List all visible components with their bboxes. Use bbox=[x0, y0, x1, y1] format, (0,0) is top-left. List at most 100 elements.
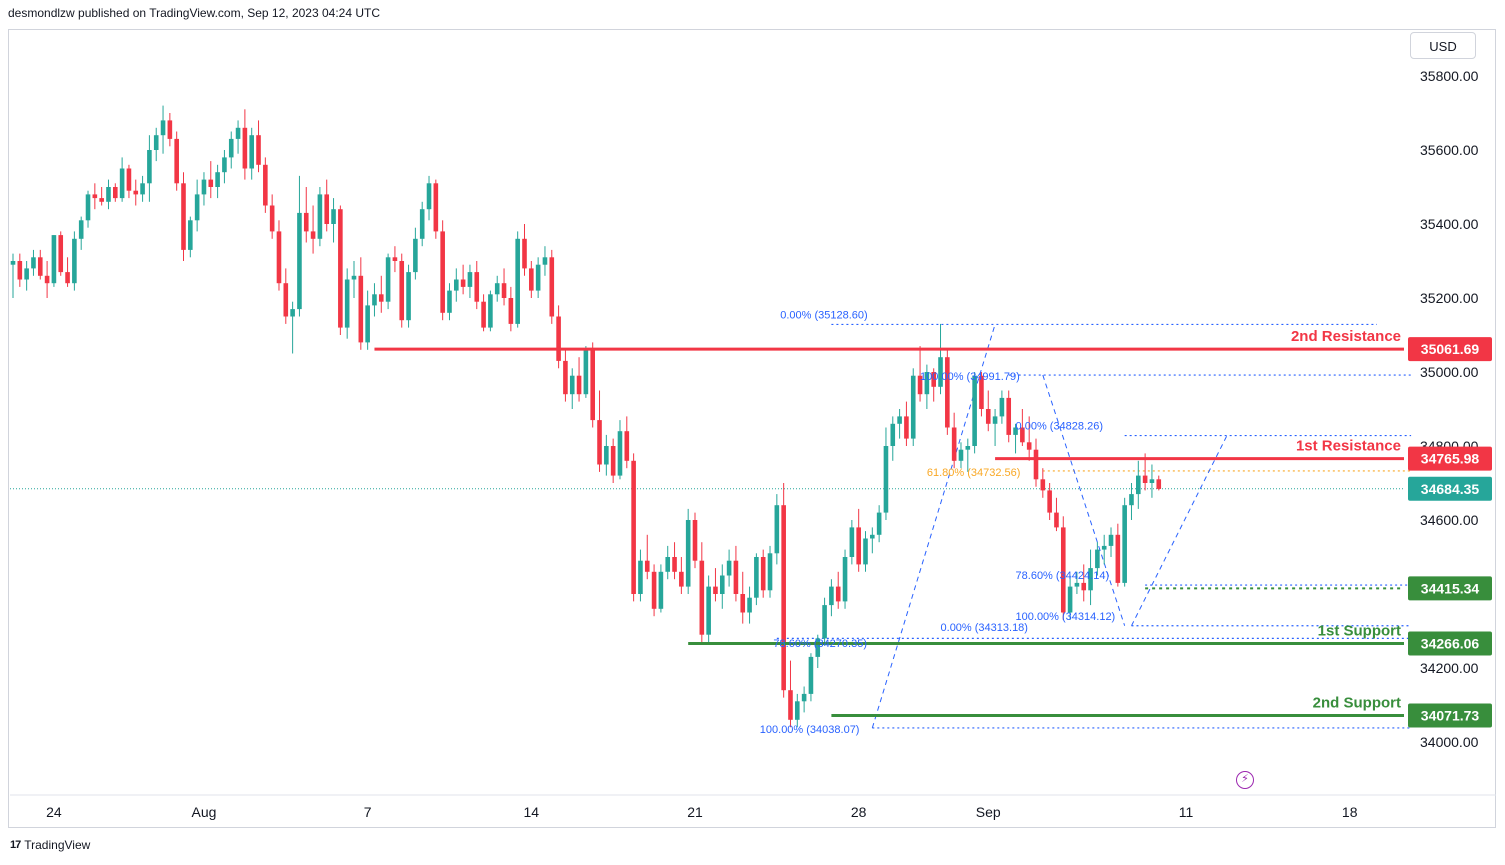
candle-body bbox=[747, 597, 752, 613]
x-axis-tick-label: Aug bbox=[191, 804, 216, 820]
candle-body bbox=[1122, 505, 1127, 583]
candle-body bbox=[65, 272, 70, 284]
tradingview-brand-text: TradingView bbox=[24, 838, 91, 852]
price-axis-badge bbox=[1408, 476, 1492, 501]
currency-selector[interactable]: USD bbox=[1410, 32, 1476, 59]
price-axis-badge-label: 34266.06 bbox=[1421, 636, 1480, 652]
candle-body bbox=[201, 179, 207, 195]
candle-body bbox=[597, 420, 602, 465]
candle-body bbox=[535, 264, 541, 291]
candle-body bbox=[529, 268, 534, 291]
candle-body bbox=[767, 553, 773, 591]
candle-body bbox=[222, 157, 227, 173]
candle-body bbox=[58, 235, 64, 273]
flash-icon[interactable]: ⚡ bbox=[1236, 771, 1254, 789]
candle-body bbox=[672, 557, 677, 572]
candle-body bbox=[276, 231, 282, 284]
tradingview-branding: 17 TradingView bbox=[10, 838, 90, 852]
candle-body bbox=[924, 372, 930, 395]
candle-body bbox=[372, 294, 377, 306]
candle-body bbox=[624, 431, 630, 461]
candle-body bbox=[1006, 397, 1012, 435]
candle-body bbox=[310, 231, 316, 239]
candle-body bbox=[106, 187, 111, 202]
x-axis-tick-label: 11 bbox=[1179, 804, 1194, 820]
x-axis-tick-label: 14 bbox=[524, 804, 540, 820]
candle-body bbox=[685, 520, 691, 587]
candle-body bbox=[1067, 586, 1073, 613]
chart-frame bbox=[8, 29, 1496, 828]
candle-body bbox=[679, 571, 684, 587]
candle-body bbox=[713, 586, 718, 594]
candle-body bbox=[795, 701, 800, 720]
price-axis-badge bbox=[1408, 576, 1492, 601]
candle-body bbox=[883, 446, 889, 513]
candle-body bbox=[1026, 442, 1032, 450]
level-name-label: 2nd Resistance bbox=[1291, 328, 1401, 345]
candle-body bbox=[815, 638, 821, 657]
fib-trend-line bbox=[1042, 374, 1126, 626]
x-axis-tick-label: Sep bbox=[976, 804, 1001, 820]
x-axis-tick-label: 21 bbox=[687, 804, 703, 820]
candle-body bbox=[406, 272, 411, 321]
candle-body bbox=[160, 120, 166, 136]
candle-body bbox=[910, 375, 916, 439]
candle-body bbox=[85, 194, 91, 221]
candle-body bbox=[665, 557, 671, 572]
x-axis-tick-label: 28 bbox=[851, 804, 867, 820]
fib-level-label: 0.00% (34828.26) bbox=[1016, 421, 1103, 433]
fib-level-label: 61.80% (34732.56) bbox=[927, 467, 1021, 479]
candle-body bbox=[569, 375, 575, 395]
candle-body bbox=[692, 520, 698, 561]
candle-body bbox=[194, 194, 200, 221]
candle-body bbox=[644, 560, 650, 572]
candle-body bbox=[863, 538, 868, 565]
candle-body bbox=[303, 212, 309, 232]
tradingview-logo-icon: 17 bbox=[10, 839, 21, 851]
candle-body bbox=[1088, 568, 1093, 591]
candle-body bbox=[481, 301, 486, 328]
fib-level-label: 0.00% (35128.60) bbox=[780, 309, 867, 321]
price-axis-badge bbox=[1408, 446, 1492, 471]
candle-body bbox=[985, 409, 991, 424]
candle-body bbox=[972, 375, 977, 446]
level-name-label: 2nd Support bbox=[1313, 694, 1401, 711]
candle-body bbox=[958, 449, 964, 461]
candle-body bbox=[351, 275, 357, 280]
candle-body bbox=[317, 194, 323, 239]
candle-body bbox=[706, 586, 711, 635]
candle-body bbox=[153, 135, 159, 150]
candle-body bbox=[1129, 494, 1134, 506]
candle-body bbox=[890, 423, 896, 446]
candle-body bbox=[754, 557, 759, 598]
price-axis-badge-label: 34684.35 bbox=[1421, 481, 1480, 497]
candle-body bbox=[344, 279, 350, 328]
candle-body bbox=[938, 357, 943, 387]
candle-body bbox=[1095, 549, 1100, 569]
y-axis-tick-label: 34000.00 bbox=[1420, 734, 1479, 750]
candle-body bbox=[876, 512, 882, 535]
y-axis-tick-label: 34200.00 bbox=[1420, 660, 1479, 676]
candle-body bbox=[37, 257, 43, 276]
candle-body bbox=[1033, 449, 1039, 480]
candle-body bbox=[174, 138, 179, 184]
candle-body bbox=[1081, 582, 1087, 591]
candle-body bbox=[1054, 512, 1059, 528]
candle-body bbox=[788, 690, 793, 720]
price-axis-badge bbox=[1408, 631, 1492, 656]
candle-body bbox=[78, 220, 84, 239]
x-axis-tick-label: 18 bbox=[1342, 804, 1358, 820]
candle-body bbox=[760, 557, 766, 591]
candle-body bbox=[1115, 534, 1121, 583]
candle-body bbox=[699, 560, 705, 635]
candle-body bbox=[801, 693, 807, 702]
candle-body bbox=[133, 190, 139, 195]
candle-body bbox=[467, 272, 473, 287]
candle-body bbox=[1020, 427, 1025, 443]
candle-body bbox=[228, 138, 234, 158]
candle-body bbox=[324, 194, 330, 224]
fib-level-label: 100.00% (34314.12) bbox=[1016, 611, 1116, 623]
candle-body bbox=[297, 212, 302, 310]
candle-body bbox=[501, 283, 507, 298]
